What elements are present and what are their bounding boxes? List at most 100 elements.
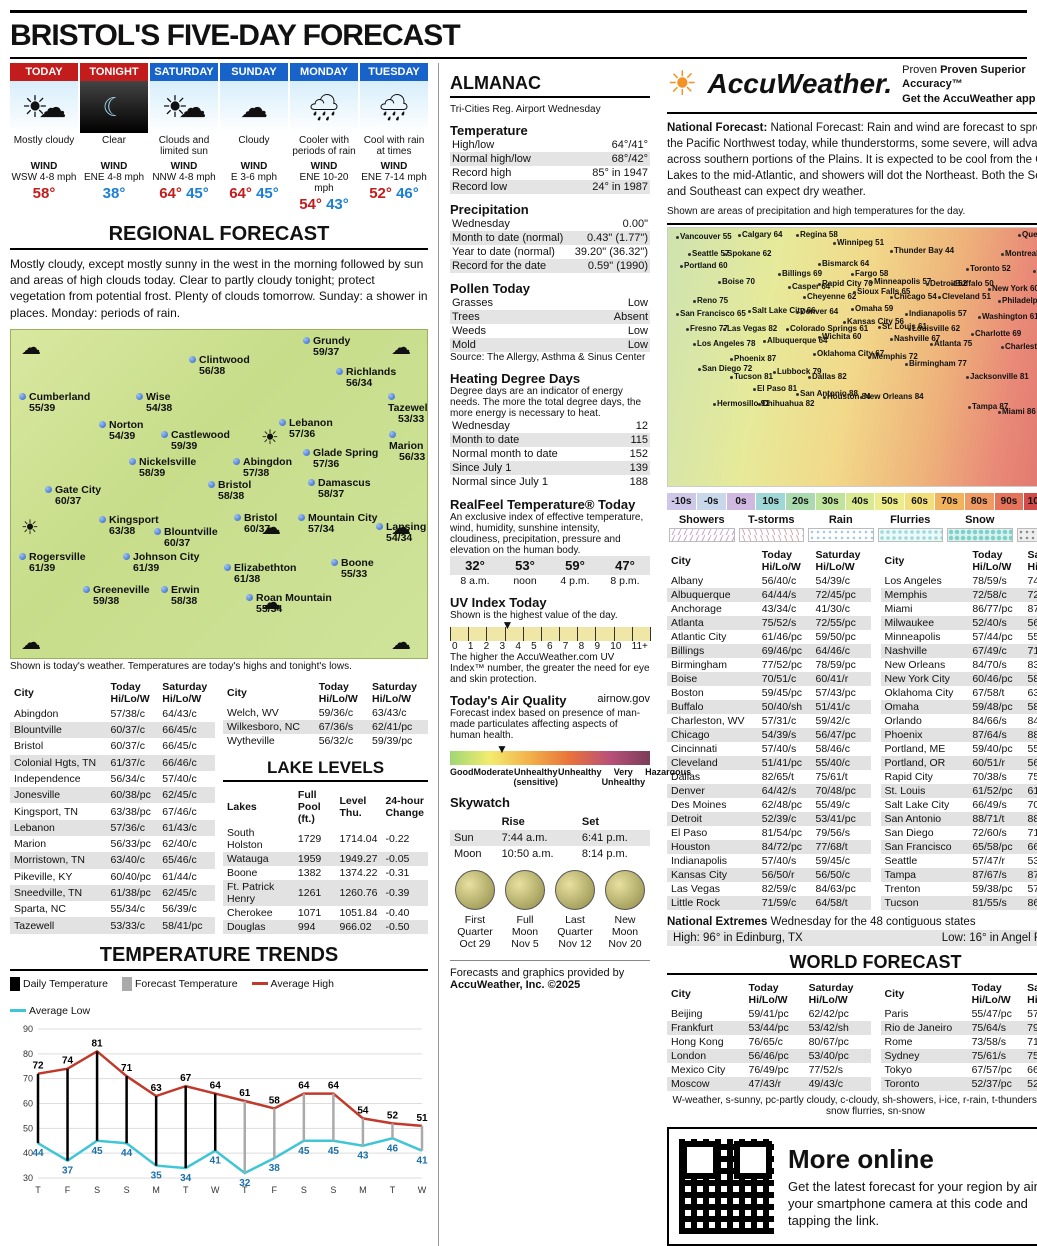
forecast-day-tonight[interactable]: TONIGHT ☾ Clear WIND ENE 4-8 mph 38° <box>80 63 148 213</box>
us-map-city-omaha[interactable]: Omaha 59 <box>855 304 893 313</box>
us-map-city-winnipeg[interactable]: Winnipeg 51 <box>837 238 884 247</box>
us-map-city-bismarck[interactable]: Bismarck 64 <box>822 259 869 268</box>
us-map-city-portland[interactable]: Portland 60 <box>684 261 728 270</box>
us-map-city-atlanta[interactable]: Atlanta 75 <box>934 339 972 348</box>
us-map-city-tucson[interactable]: Tucson 81 <box>734 372 773 381</box>
us-map-city-thunder-bay[interactable]: Thunder Bay 44 <box>894 246 954 255</box>
us-map-city-montreal[interactable]: Montreal 49 <box>1005 249 1037 258</box>
us-map-city-charleston[interactable]: Charleston 75 <box>1005 342 1037 351</box>
us-map-city-vancouver[interactable]: Vancouver 55 <box>680 232 732 241</box>
us-map-city-phoenix[interactable]: Phoenix 87 <box>734 354 776 363</box>
us-map-city-spokane[interactable]: Spokane 62 <box>727 249 771 258</box>
us-map-city-jacksonville[interactable]: Jacksonville 81 <box>970 372 1029 381</box>
us-map-city-regina[interactable]: Regina 58 <box>800 230 838 239</box>
us-map-city-new-york[interactable]: New York 60 <box>992 284 1037 293</box>
forecast-day-today[interactable]: TODAY ☀☁ Mostly cloudy WIND WSW 4-8 mph … <box>10 63 78 213</box>
forecast-day-tuesday[interactable]: TUESDAY 🌧 Cool with rain at times WIND E… <box>360 63 428 213</box>
us-map-city-buffalo[interactable]: Buffalo 50 <box>955 279 994 288</box>
us-map-city-billings[interactable]: Billings 69 <box>782 269 822 278</box>
us-map-city-boise[interactable]: Boise 70 <box>722 277 755 286</box>
uv-index-bar[interactable]: ▼ <box>450 627 650 641</box>
us-map-city-las-vegas[interactable]: Las Vegas 82 <box>727 324 777 333</box>
us-map-city-dallas[interactable]: Dallas 82 <box>812 372 847 381</box>
forecast-day-sunday[interactable]: SUNDAY ☁ Cloudy WIND E 3-6 mph 64° 45° <box>220 63 288 213</box>
us-map-city-los-angeles[interactable]: Los Angeles 78 <box>697 339 755 348</box>
more-online-box[interactable]: More online Get the latest forecast for … <box>667 1127 1037 1246</box>
us-map-city-wichita[interactable]: Wichita 60 <box>822 332 862 341</box>
us-map-city-new-orleans[interactable]: New Orleans 84 <box>864 392 924 401</box>
us-map-city-denver[interactable]: Denver 64 <box>800 307 838 316</box>
forecast-day-saturday[interactable]: SATURDAY ☀☁ Clouds and limited sun WIND … <box>150 63 218 213</box>
